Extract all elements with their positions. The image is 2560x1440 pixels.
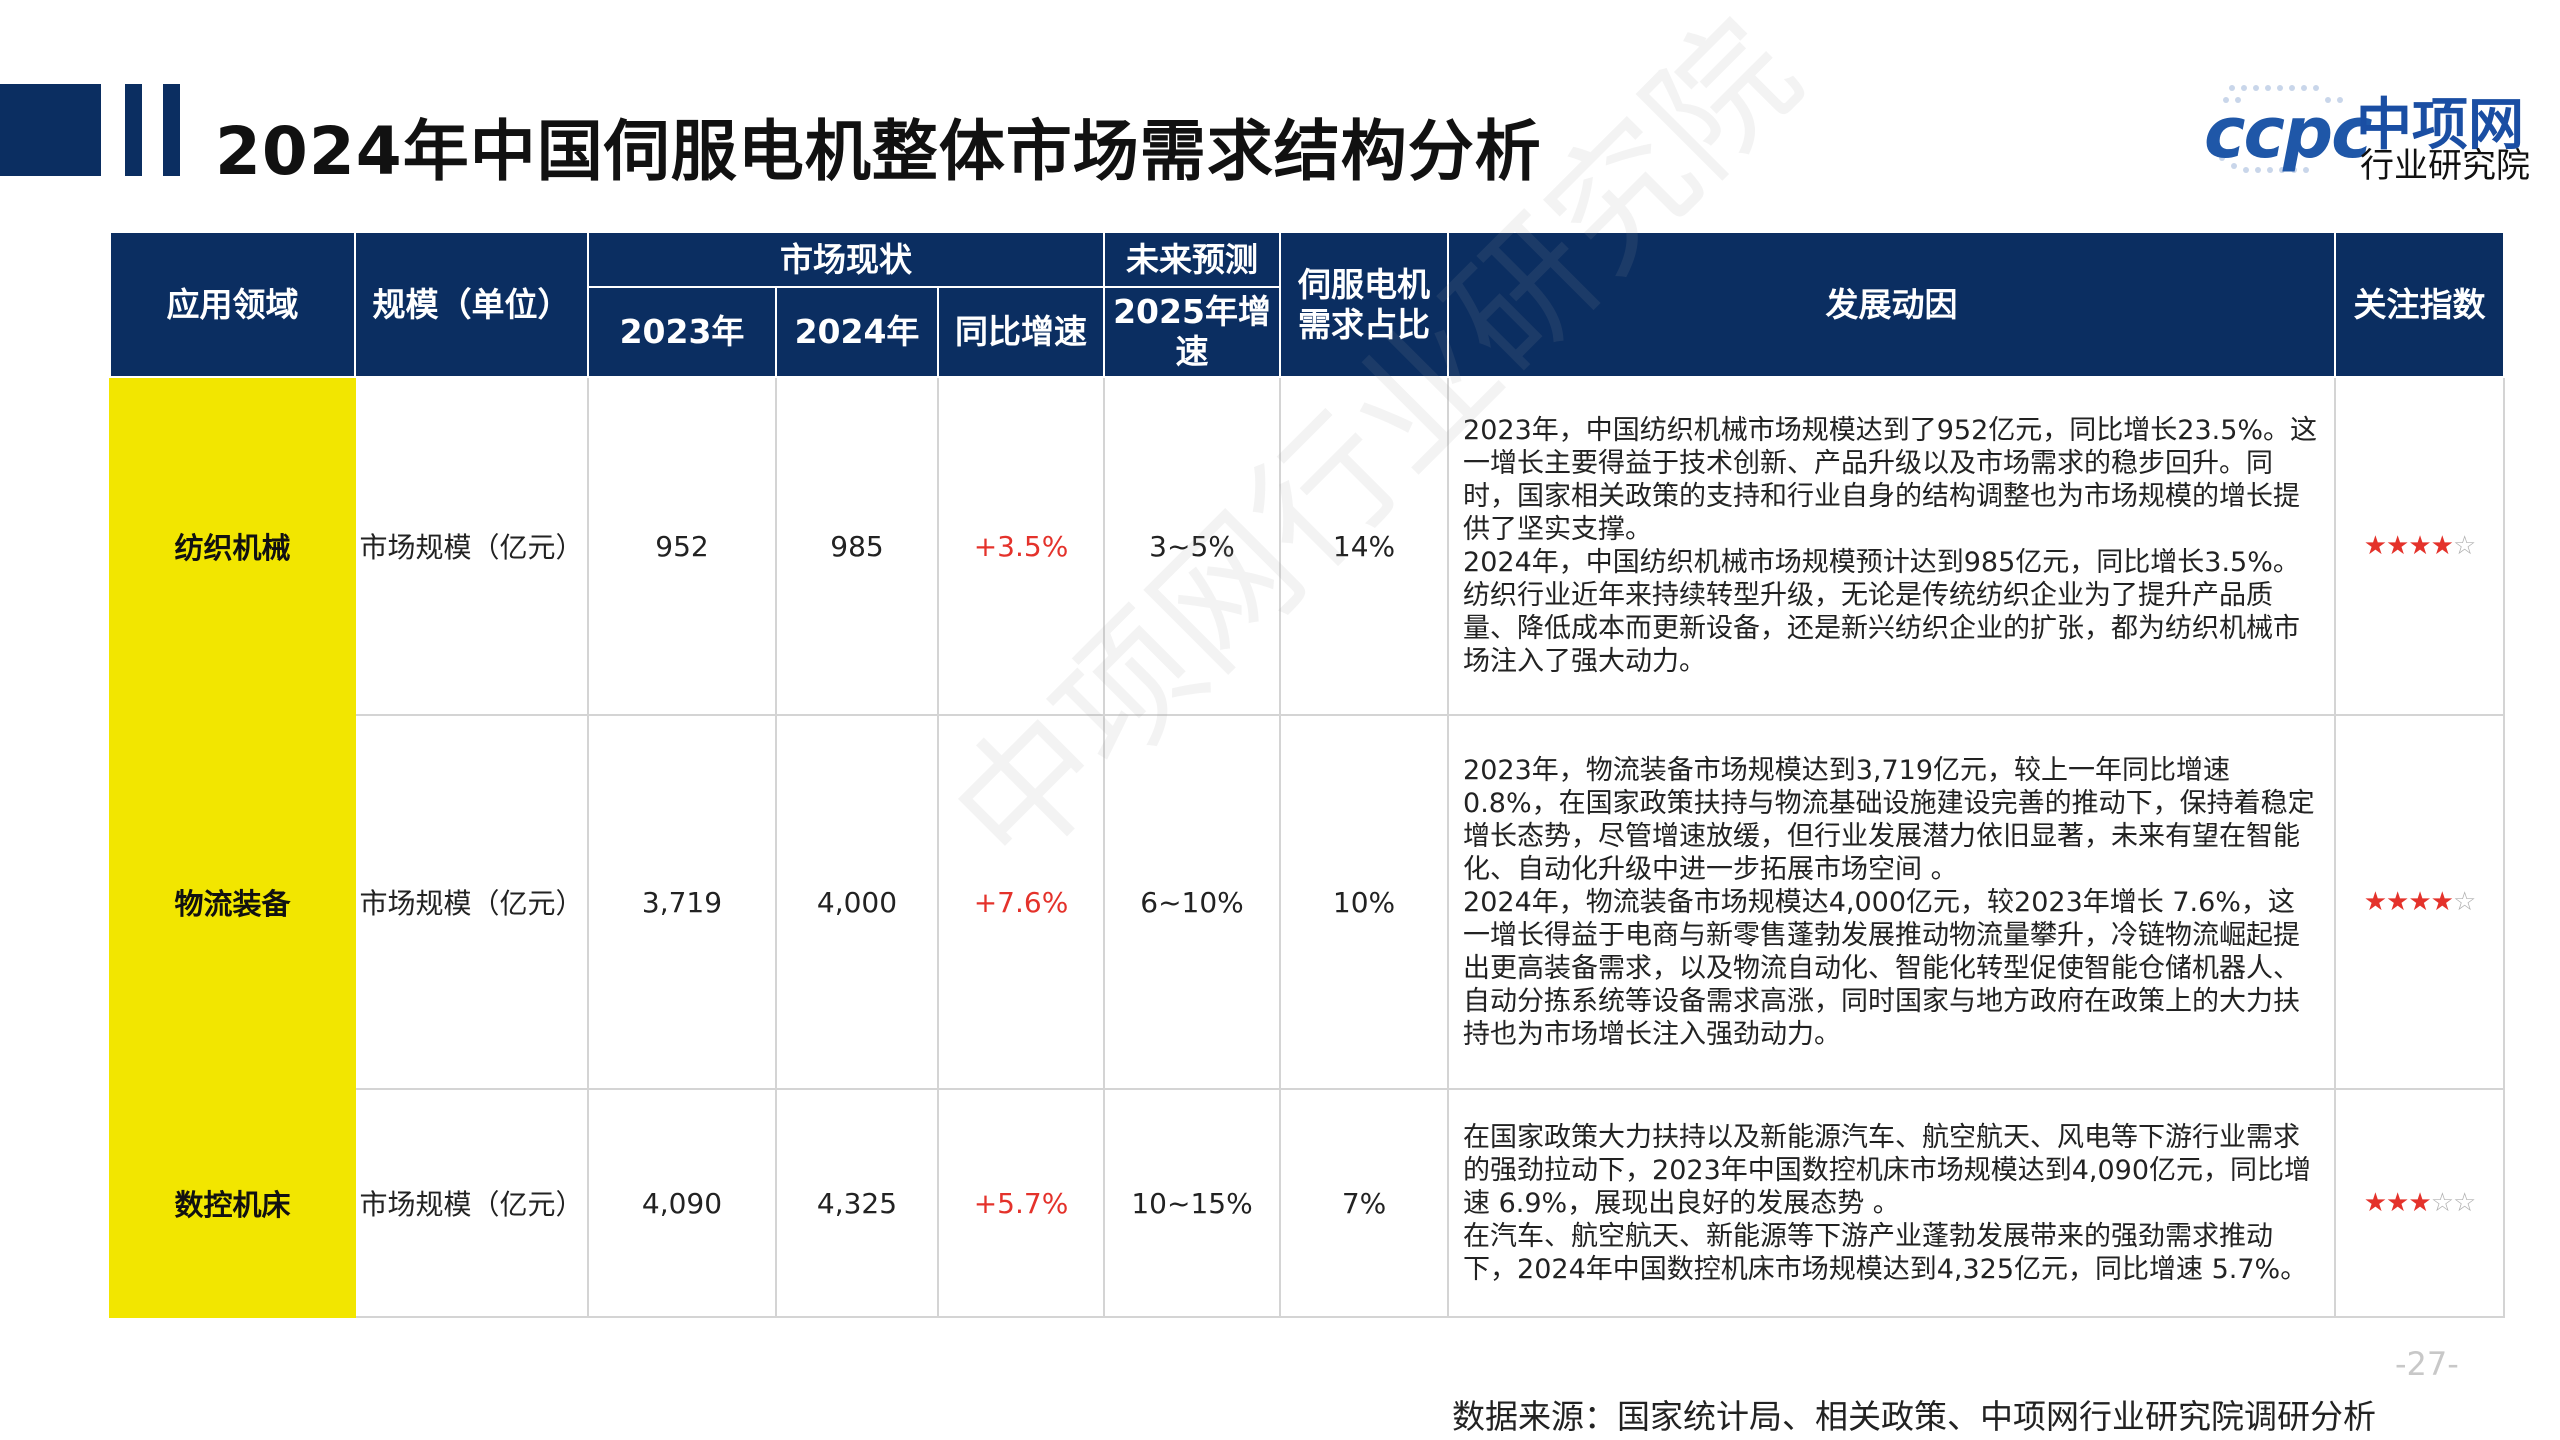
- logo-subtitle: 行业研究院: [2360, 146, 2530, 186]
- share-cell: 10%: [1279, 714, 1450, 1090]
- header-growth-2025: 2025年增速: [1103, 286, 1282, 378]
- page-number: -27-: [2395, 1345, 2459, 1383]
- header-drivers: 发展动因: [1447, 231, 2337, 378]
- value-2024-cell: 4,000: [775, 714, 939, 1090]
- unit-cell: 市场规模（亿元）: [354, 714, 589, 1090]
- drivers-paragraph: 2023年，中国纺织机械市场规模达到了952亿元，同比增长23.5%。这一增长主…: [1463, 415, 2318, 545]
- value-2023-cell: 4,090: [587, 1088, 777, 1318]
- page-title: 2024年中国伺服电机整体市场需求结构分析: [215, 113, 1542, 190]
- star-filled-icon: ★★★★: [2363, 531, 2454, 561]
- logo-mark: ccpc: [2204, 92, 2373, 174]
- drivers-cell: 2023年，物流装备市场规模达到3,719亿元，较上一年同比增速 0.8%，在国…: [1447, 714, 2337, 1090]
- value-2023-cell: 3,719: [587, 714, 777, 1090]
- logo-dots-icon: [2219, 85, 2343, 173]
- field-cell: 物流装备: [109, 714, 356, 1090]
- yoy-cell: +3.5%: [936, 376, 1106, 716]
- header-market-status: 市场现状: [586, 231, 1106, 288]
- header-scale: 规模（单位）: [354, 231, 589, 378]
- attention-rating: ★★★★☆: [2334, 376, 2506, 716]
- unit-cell: 市场规模（亿元）: [354, 376, 589, 716]
- value-2023-cell: 952: [587, 376, 777, 716]
- star-empty-icon: ☆: [2452, 887, 2476, 917]
- attention-rating: ★★★☆☆: [2334, 1088, 2506, 1318]
- drivers-cell: 在国家政策大力扶持以及新能源汽车、航空航天、风电等下游行业需求的强劲拉动下，20…: [1447, 1088, 2337, 1318]
- header-accent-stripe: [163, 84, 180, 176]
- star-empty-icon: ☆☆: [2430, 1188, 2477, 1218]
- table-row: 物流装备 市场规模（亿元） 3,719 4,000 +7.6% 6~10% 10…: [109, 714, 2506, 1090]
- table-row: 纺织机械 市场规模（亿元） 952 985 +3.5% 3~5% 14% 202…: [109, 376, 2506, 716]
- header-field: 应用领域: [109, 231, 356, 378]
- drivers-paragraph: 在汽车、航空航天、新能源等下游产业蓬勃发展带来的强劲需求推动下，2024年中国数…: [1463, 1220, 2308, 1285]
- header-attention: 关注指数: [2334, 231, 2506, 378]
- table-row: 数控机床 市场规模（亿元） 4,090 4,325 +5.7% 10~15% 7…: [109, 1088, 2506, 1318]
- attention-rating: ★★★★☆: [2334, 714, 2506, 1090]
- header-yoy: 同比增速: [936, 286, 1106, 378]
- star-empty-icon: ☆: [2452, 531, 2476, 561]
- header-accent-bar: [0, 84, 101, 176]
- growth-2025-cell: 3~5%: [1103, 376, 1282, 716]
- star-filled-icon: ★★★★: [2363, 887, 2454, 917]
- drivers-paragraph: 2023年，物流装备市场规模达到3,719亿元，较上一年同比增速 0.8%，在国…: [1463, 754, 2315, 885]
- header-2024: 2024年: [775, 286, 939, 378]
- yoy-cell: +5.7%: [936, 1088, 1106, 1318]
- ccpc-logo: ccpc 中项网 行业研究院: [2200, 78, 2530, 186]
- header-2023: 2023年: [587, 286, 777, 378]
- header-share: 伺服电机需求占比: [1279, 231, 1450, 378]
- growth-2025-cell: 10~15%: [1103, 1088, 1282, 1318]
- field-cell: 纺织机械: [109, 376, 356, 716]
- share-cell: 7%: [1279, 1088, 1450, 1318]
- value-2024-cell: 4,325: [775, 1088, 939, 1318]
- drivers-cell: 2023年，中国纺织机械市场规模达到了952亿元，同比增长23.5%。这一增长主…: [1447, 376, 2337, 716]
- data-source-note: 数据来源：国家统计局、相关政策、中项网行业研究院调研分析: [1452, 1397, 2376, 1436]
- unit-cell: 市场规模（亿元）: [354, 1088, 589, 1318]
- market-structure-table: 应用领域 规模（单位） 市场现状 未来预测 伺服电机需求占比 发展动因 关注指数…: [109, 231, 2506, 1318]
- header-forecast: 未来预测: [1103, 231, 1282, 288]
- field-cell: 数控机床: [109, 1088, 356, 1318]
- yoy-cell: +7.6%: [936, 714, 1106, 1090]
- growth-2025-cell: 6~10%: [1103, 714, 1282, 1090]
- star-filled-icon: ★★★: [2363, 1188, 2432, 1218]
- drivers-paragraph: 2024年，中国纺织机械市场规模预计达到985亿元，同比增长3.5%。纺织行业近…: [1463, 547, 2301, 677]
- drivers-paragraph: 2024年，物流装备市场规模达4,000亿元，较2023年增长 7.6%，这一增…: [1463, 886, 2301, 1050]
- value-2024-cell: 985: [775, 376, 939, 716]
- header-accent-stripe: [125, 84, 142, 176]
- logo-name: 中项网: [2356, 93, 2524, 158]
- share-cell: 14%: [1279, 376, 1450, 716]
- drivers-paragraph: 在国家政策大力扶持以及新能源汽车、航空航天、风电等下游行业需求的强劲拉动下，20…: [1463, 1121, 2312, 1219]
